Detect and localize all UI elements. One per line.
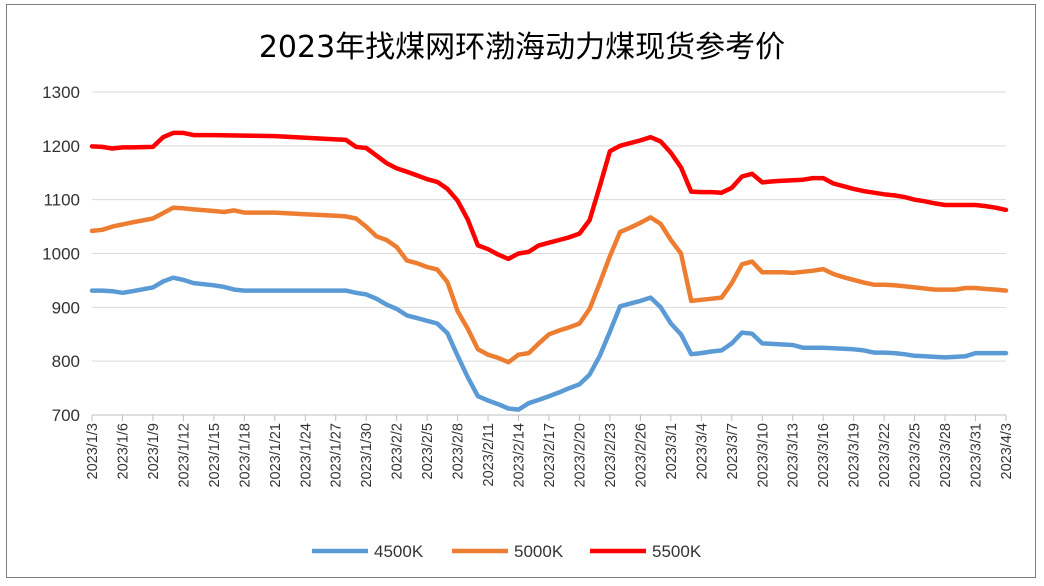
y-tick-label: 1100 bbox=[43, 191, 80, 210]
x-tick-label: 2023/2/11 bbox=[481, 423, 497, 486]
y-tick-label: 800 bbox=[52, 352, 80, 371]
x-tick-label: 2023/2/17 bbox=[542, 423, 558, 488]
x-tick-label: 2023/1/6 bbox=[115, 423, 131, 479]
x-tick-label: 2023/3/31 bbox=[969, 423, 985, 488]
chart-title: 2023年找煤网环渤海动力煤现货参考价 bbox=[258, 30, 786, 65]
x-tick-label: 2023/4/3 bbox=[999, 423, 1015, 479]
x-tick-label: 2023/2/5 bbox=[420, 423, 436, 479]
y-tick-label: 1200 bbox=[42, 137, 80, 156]
x-tick-label: 2023/3/13 bbox=[786, 423, 802, 488]
series-line-5500k bbox=[89, 130, 1009, 262]
x-tick-label: 2023/2/26 bbox=[633, 423, 649, 488]
legend: 4500K 5000K 5500K bbox=[312, 542, 702, 561]
x-tick-label: 2023/3/28 bbox=[938, 423, 954, 488]
x-tick-label: 2023/2/14 bbox=[512, 423, 528, 488]
x-tick-label: 2023/3/22 bbox=[877, 423, 893, 488]
x-tick-label: 2023/1/3 bbox=[85, 423, 101, 479]
x-tick-label: 2023/1/30 bbox=[359, 423, 375, 488]
x-axis-tick-labels: 2023/1/3 2023/1/6 2023/1/9 2023/1/12 2023/1/… bbox=[85, 423, 1015, 488]
x-tick-label: 2023/3/7 bbox=[725, 423, 741, 479]
x-tick-label: 2023/2/2 bbox=[390, 423, 406, 479]
y-tick-label: 1000 bbox=[42, 245, 80, 264]
x-tick-label: 2023/1/9 bbox=[146, 423, 162, 479]
x-tick-label: 2023/3/10 bbox=[755, 423, 771, 488]
x-tick-label: 2023/1/15 bbox=[207, 423, 223, 488]
x-tick-label: 2023/3/4 bbox=[694, 423, 710, 479]
series-lines bbox=[89, 130, 1009, 412]
x-tick-label: 2023/3/1 bbox=[664, 423, 680, 479]
x-tick-label: 2023/2/23 bbox=[603, 423, 619, 488]
y-tick-label: 700 bbox=[52, 406, 80, 425]
gridlines bbox=[92, 91, 1006, 362]
legend-label-4500k: 4500K bbox=[374, 542, 424, 561]
x-tick-label: 2023/1/18 bbox=[237, 423, 253, 488]
y-tick-label: 900 bbox=[52, 298, 80, 317]
x-axis bbox=[91, 414, 1007, 421]
x-tick-label: 2023/1/21 bbox=[268, 423, 284, 488]
x-tick-label: 2023/1/12 bbox=[176, 423, 192, 488]
x-tick-label: 2023/3/25 bbox=[908, 423, 924, 488]
series-line-4500k bbox=[89, 275, 1009, 412]
x-tick-label: 2023/2/8 bbox=[451, 423, 467, 479]
legend-label-5500k: 5500K bbox=[652, 542, 702, 561]
chart-frame bbox=[6, 4, 1036, 578]
y-axis-tick-labels: 700 800 900 1000 1100 1200 1300 bbox=[42, 83, 80, 425]
x-tick-label: 2023/2/20 bbox=[572, 423, 588, 488]
x-tick-label: 2023/3/19 bbox=[847, 423, 863, 488]
x-tick-label: 2023/1/27 bbox=[329, 423, 345, 488]
y-tick-label: 1300 bbox=[42, 83, 80, 102]
x-tick-label: 2023/1/24 bbox=[298, 423, 314, 488]
series-line-5000k bbox=[89, 205, 1009, 365]
x-tick-label: 2023/3/16 bbox=[816, 423, 832, 488]
legend-label-5000k: 5000K bbox=[514, 542, 564, 561]
